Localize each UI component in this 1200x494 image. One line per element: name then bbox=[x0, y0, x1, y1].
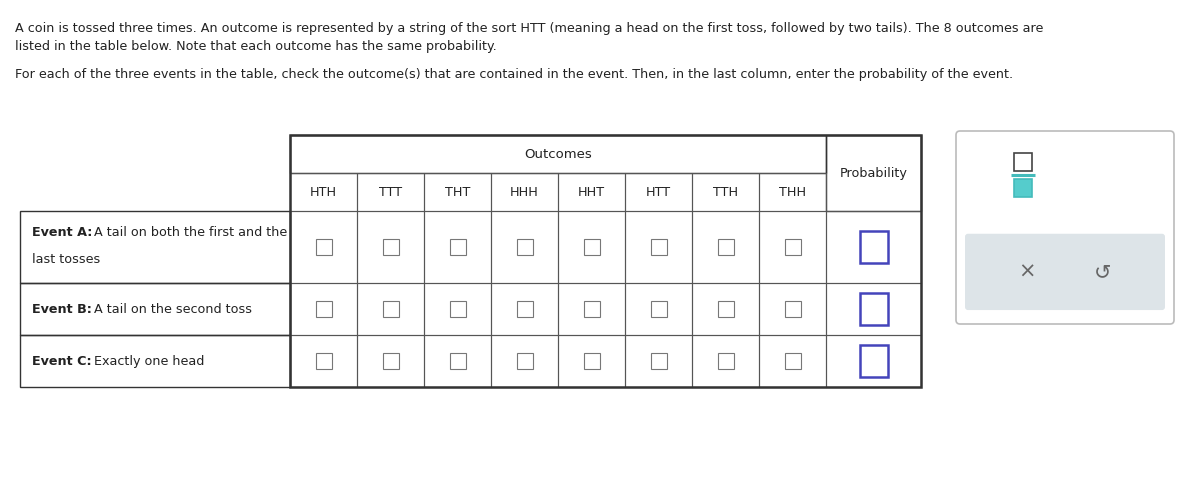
Bar bbox=[650, 239, 666, 255]
Bar bbox=[491, 211, 558, 283]
Text: Event B:: Event B: bbox=[32, 302, 92, 316]
Bar bbox=[316, 301, 331, 317]
Text: For each of the three events in the table, check the outcome(s) that are contain: For each of the three events in the tabl… bbox=[14, 68, 1013, 81]
Text: last tosses: last tosses bbox=[32, 253, 101, 266]
Text: Exactly one head: Exactly one head bbox=[90, 355, 204, 368]
Bar bbox=[491, 335, 558, 387]
Bar bbox=[625, 173, 692, 211]
Bar bbox=[491, 173, 558, 211]
Text: HHT: HHT bbox=[578, 186, 605, 199]
Bar bbox=[826, 211, 922, 283]
Text: listed in the table below. Note that each outcome has the same probability.: listed in the table below. Note that eac… bbox=[14, 40, 497, 53]
Text: A tail on the second toss: A tail on the second toss bbox=[90, 302, 252, 316]
Bar bbox=[358, 283, 424, 335]
Bar bbox=[826, 283, 922, 335]
Bar bbox=[290, 211, 358, 283]
Bar bbox=[625, 335, 692, 387]
Bar bbox=[859, 231, 888, 263]
Text: THH: THH bbox=[779, 186, 806, 199]
Bar bbox=[358, 335, 424, 387]
Bar bbox=[785, 353, 800, 369]
Bar bbox=[558, 211, 625, 283]
FancyBboxPatch shape bbox=[956, 131, 1174, 324]
Bar bbox=[826, 335, 922, 387]
Bar bbox=[424, 211, 491, 283]
Text: ↺: ↺ bbox=[1094, 262, 1111, 282]
Bar bbox=[450, 239, 466, 255]
Bar bbox=[383, 239, 398, 255]
Bar bbox=[558, 283, 625, 335]
Bar bbox=[290, 283, 358, 335]
Bar bbox=[316, 239, 331, 255]
Bar bbox=[692, 335, 760, 387]
Bar bbox=[558, 173, 625, 211]
Bar bbox=[859, 293, 888, 325]
Text: HTT: HTT bbox=[646, 186, 671, 199]
Bar bbox=[516, 353, 533, 369]
Bar bbox=[383, 301, 398, 317]
Bar bbox=[290, 135, 922, 387]
Text: Event A:: Event A: bbox=[32, 226, 92, 239]
Bar bbox=[516, 239, 533, 255]
Bar bbox=[583, 301, 600, 317]
Bar bbox=[650, 301, 666, 317]
Text: A coin is tossed three times. An outcome is represented by a string of the sort : A coin is tossed three times. An outcome… bbox=[14, 22, 1043, 35]
Bar bbox=[625, 283, 692, 335]
Bar bbox=[558, 335, 625, 387]
Bar bbox=[859, 345, 888, 377]
Bar bbox=[583, 353, 600, 369]
Bar bbox=[718, 353, 733, 369]
Bar bbox=[316, 353, 331, 369]
Bar bbox=[1014, 153, 1032, 171]
Bar bbox=[20, 335, 290, 387]
Bar bbox=[760, 173, 826, 211]
Bar bbox=[625, 211, 692, 283]
Text: HHH: HHH bbox=[510, 186, 539, 199]
Bar bbox=[826, 135, 922, 211]
Text: HTH: HTH bbox=[310, 186, 337, 199]
Bar bbox=[516, 301, 533, 317]
Bar bbox=[1014, 179, 1032, 197]
Bar bbox=[692, 211, 760, 283]
Bar bbox=[760, 335, 826, 387]
Bar bbox=[583, 239, 600, 255]
FancyBboxPatch shape bbox=[965, 234, 1165, 310]
Text: TTH: TTH bbox=[713, 186, 738, 199]
Bar bbox=[785, 301, 800, 317]
Text: THT: THT bbox=[445, 186, 470, 199]
Text: Event C:: Event C: bbox=[32, 355, 91, 368]
Bar bbox=[692, 173, 760, 211]
Text: Probability: Probability bbox=[840, 166, 907, 179]
Bar bbox=[718, 301, 733, 317]
Bar bbox=[450, 301, 466, 317]
Bar bbox=[692, 283, 760, 335]
Text: TTT: TTT bbox=[379, 186, 402, 199]
Bar bbox=[450, 353, 466, 369]
Bar bbox=[358, 211, 424, 283]
Bar bbox=[491, 283, 558, 335]
Bar bbox=[718, 239, 733, 255]
Bar bbox=[650, 353, 666, 369]
Bar bbox=[20, 211, 290, 283]
Text: ×: × bbox=[1019, 262, 1036, 282]
Bar bbox=[290, 335, 358, 387]
Bar bbox=[760, 211, 826, 283]
Bar bbox=[290, 173, 358, 211]
Bar bbox=[424, 283, 491, 335]
Bar bbox=[760, 283, 826, 335]
Bar bbox=[20, 283, 290, 335]
Bar bbox=[424, 173, 491, 211]
Text: Outcomes: Outcomes bbox=[524, 148, 592, 161]
Bar bbox=[358, 173, 424, 211]
Text: A tail on both the first and the: A tail on both the first and the bbox=[90, 226, 287, 239]
Bar bbox=[424, 335, 491, 387]
Bar bbox=[290, 135, 826, 173]
Bar bbox=[785, 239, 800, 255]
Bar bbox=[383, 353, 398, 369]
